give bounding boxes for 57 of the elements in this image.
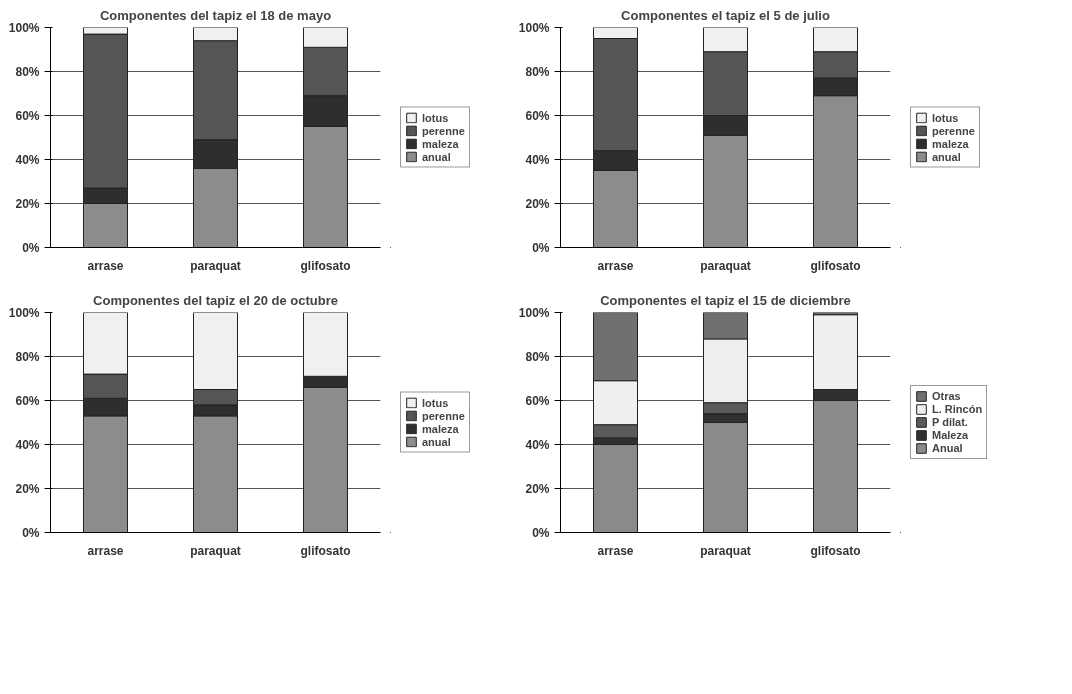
y-tick-label: 20% bbox=[15, 196, 40, 211]
y-tick-label: 0% bbox=[22, 525, 40, 540]
y-tick-label: 80% bbox=[15, 349, 40, 364]
y-tick-label: 80% bbox=[525, 349, 550, 364]
legend-label: perenne bbox=[932, 124, 975, 137]
legend-label: anual bbox=[422, 435, 451, 448]
x-tick-label: arrase bbox=[87, 543, 124, 558]
y-tick-label: 80% bbox=[15, 64, 40, 79]
x-tick-label: paraquat bbox=[190, 258, 241, 273]
y-tick-label: 20% bbox=[525, 196, 550, 211]
y-tick-label: 100% bbox=[518, 20, 550, 35]
legend-label: maleza bbox=[932, 137, 969, 150]
x-tick-label: arrase bbox=[597, 258, 634, 273]
y-tick-label: 0% bbox=[22, 240, 40, 255]
y-tick-label: 0% bbox=[532, 525, 550, 540]
y-tick-label: 60% bbox=[15, 393, 40, 408]
x-tick-label: paraquat bbox=[700, 258, 751, 273]
legend-label: Maleza bbox=[932, 429, 969, 441]
y-tick-label: 40% bbox=[525, 437, 550, 452]
legend-label: anual bbox=[932, 150, 961, 163]
y-tick-label: 40% bbox=[15, 437, 40, 452]
y-tick-label: 20% bbox=[525, 481, 550, 496]
y-tick-label: 20% bbox=[15, 481, 40, 496]
x-tick-label: glifosato bbox=[810, 258, 861, 273]
y-tick-label: 100% bbox=[8, 20, 40, 35]
legend-label: maleza bbox=[422, 422, 459, 435]
chart-title: Componentes del tapiz el 20 de octubre bbox=[93, 292, 338, 308]
y-tick-label: 100% bbox=[518, 305, 550, 320]
legend-label: perenne bbox=[422, 124, 465, 137]
legend-label: lotus bbox=[422, 111, 449, 124]
y-tick-label: 40% bbox=[525, 152, 550, 167]
x-tick-label: paraquat bbox=[190, 543, 241, 558]
chart-title: Componentes del tapiz el 18 de mayo bbox=[99, 7, 332, 23]
legend-label: P dilat. bbox=[932, 416, 968, 428]
legend-label: anual bbox=[422, 150, 451, 163]
legend-label: Anual bbox=[932, 442, 963, 454]
y-tick-label: 80% bbox=[525, 64, 550, 79]
y-tick-label: 60% bbox=[525, 108, 550, 123]
legend-label: lotus bbox=[932, 111, 959, 124]
legend-label: maleza bbox=[422, 137, 459, 150]
legend-label: perenne bbox=[422, 409, 465, 422]
x-tick-label: arrase bbox=[87, 258, 124, 273]
chart-title: Componentes el tapiz el 5 de julio bbox=[621, 7, 830, 23]
x-tick-label: glifosato bbox=[810, 543, 861, 558]
chart-title: Componentes el tapiz el 15 de diciembre bbox=[600, 292, 851, 308]
x-tick-label: glifosato bbox=[300, 543, 351, 558]
y-tick-label: 100% bbox=[8, 305, 40, 320]
y-tick-label: 60% bbox=[15, 108, 40, 123]
legend-label: lotus bbox=[422, 396, 449, 409]
legend-label: Otras bbox=[932, 390, 961, 402]
y-tick-label: 0% bbox=[532, 240, 550, 255]
legend-label: L. Rincón bbox=[932, 403, 983, 415]
x-tick-label: paraquat bbox=[700, 543, 751, 558]
x-tick-label: glifosato bbox=[300, 258, 351, 273]
y-tick-label: 60% bbox=[525, 393, 550, 408]
y-tick-label: 40% bbox=[15, 152, 40, 167]
x-tick-label: arrase bbox=[597, 543, 634, 558]
